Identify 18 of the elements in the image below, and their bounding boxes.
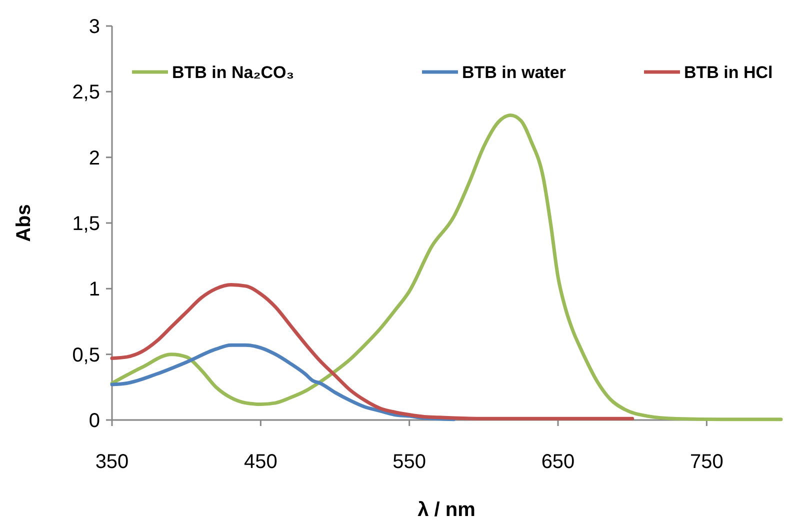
legend-label: BTB in water (462, 62, 566, 82)
x-axis-title: λ / nm (418, 499, 476, 521)
y-tick-label: 3 (88, 16, 100, 38)
x-tick-label: 650 (541, 451, 575, 473)
legend-label: BTB in Na₂CO₃ (172, 62, 294, 82)
x-tick-label: 550 (392, 451, 426, 473)
y-tick-label: 2 (88, 147, 100, 170)
y-axis-title: Abs (13, 204, 35, 242)
y-tick-label: 0 (88, 410, 100, 432)
y-tick-label: 0,5 (72, 344, 100, 366)
y-tick-label: 1 (88, 278, 100, 301)
y-tick-label: 1,5 (72, 213, 100, 235)
x-tick-label: 450 (244, 451, 278, 473)
x-tick-label: 350 (95, 451, 129, 473)
y-tick-label: 2,5 (72, 82, 100, 104)
line-series (110, 282, 634, 420)
legend-label: BTB in HCl (684, 62, 773, 82)
x-tick-label: 750 (690, 451, 724, 473)
